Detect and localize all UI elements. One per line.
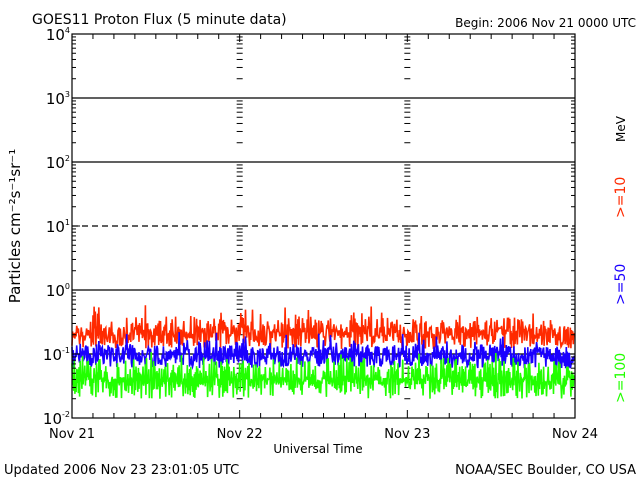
series-layer [71,305,576,399]
y-tick-label: 104 [46,26,70,44]
begin-label: Begin: 2006 Nov 21 0000 UTC [455,16,636,30]
y-tick-label: 10-1 [43,346,70,364]
legend-label-ge100: >=100 [613,353,629,403]
x-tick-label: Nov 22 [217,427,263,442]
series-line-ge50 [71,332,576,370]
y-tick-label: 101 [46,218,70,236]
series-line-ge100 [71,352,576,399]
legend-label-ge50: >=50 [613,264,629,305]
series-line-ge10 [71,305,576,350]
legend: >=10 >=50 >=100 MeV [613,115,629,403]
x-axis-label: Universal Time [273,442,362,456]
x-tick-label: Nov 21 [49,427,95,442]
y-tick-label: 103 [46,90,70,108]
y-tick-label: 10-2 [43,410,70,428]
x-tick-label: Nov 24 [552,427,598,442]
chart-title: GOES11 Proton Flux (5 minute data) [32,12,287,28]
legend-label-ge10: >=10 [613,177,629,218]
x-tick-label: Nov 23 [384,427,430,442]
updated-label: Updated 2006 Nov 23 23:01:05 UTC [4,463,239,478]
y-tick-label: 102 [46,154,70,172]
source-label: NOAA/SEC Boulder, CO USA [455,463,636,478]
legend-unit: MeV [614,115,628,142]
y-tick-label: 100 [46,282,70,300]
y-axis-label: Particles cm⁻²s⁻¹sr⁻¹ [6,149,24,303]
